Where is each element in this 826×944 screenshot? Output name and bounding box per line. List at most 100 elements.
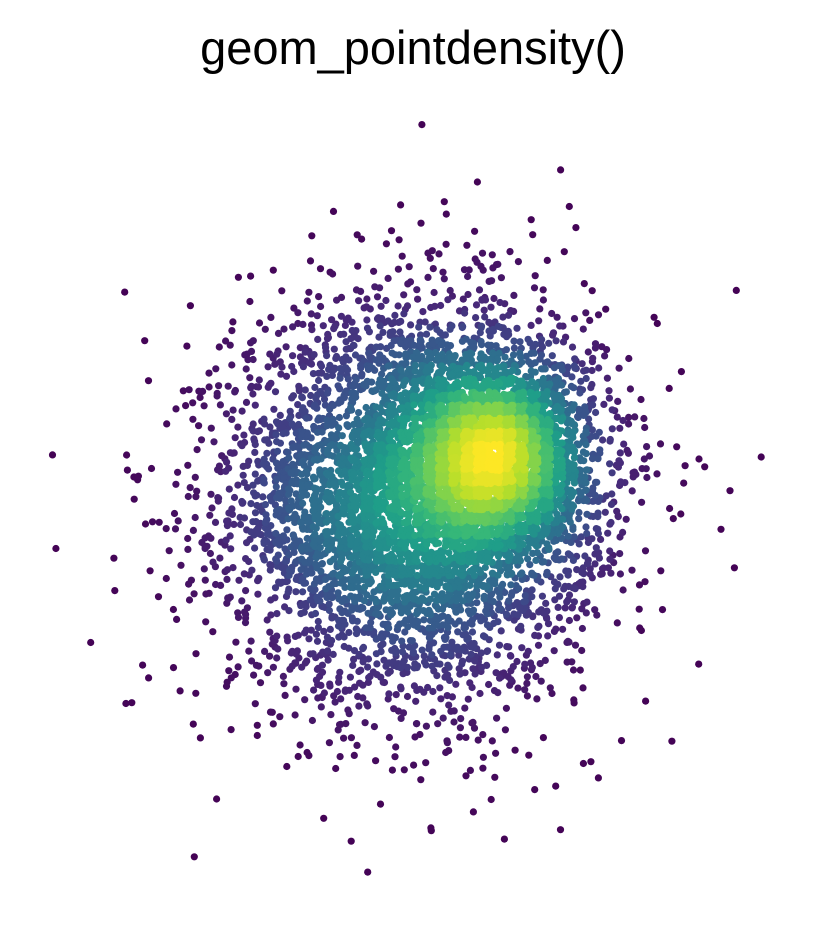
data-point (593, 611, 601, 619)
data-point (315, 369, 323, 377)
data-point (209, 558, 217, 566)
data-point (677, 510, 685, 518)
data-point (390, 571, 398, 579)
data-point (324, 471, 332, 479)
data-point (251, 509, 260, 517)
data-point (613, 413, 621, 421)
data-point (658, 606, 667, 614)
data-point (517, 353, 525, 361)
data-point (363, 295, 371, 303)
data-point (227, 545, 235, 553)
data-point (570, 533, 578, 541)
data-point (385, 733, 393, 742)
data-point (240, 514, 249, 522)
data-point (645, 452, 654, 460)
data-point (303, 431, 311, 439)
data-point (359, 643, 368, 652)
data-point (469, 808, 477, 816)
data-point (350, 655, 358, 664)
data-point (332, 764, 340, 773)
data-point (398, 637, 406, 645)
data-point (389, 377, 397, 386)
data-point (267, 561, 275, 569)
data-point (589, 395, 598, 403)
data-point (471, 227, 479, 235)
data-point (266, 423, 274, 431)
data-point (478, 249, 487, 257)
data-point (397, 340, 405, 348)
data-point (570, 315, 579, 323)
data-point (123, 466, 131, 474)
data-point (450, 718, 458, 726)
data-point (552, 555, 560, 564)
data-point (527, 321, 535, 329)
data-point (249, 390, 257, 398)
data-point (368, 457, 376, 465)
data-point (459, 379, 467, 388)
data-point (485, 318, 493, 326)
data-point (595, 554, 604, 562)
data-point (358, 235, 366, 243)
data-point (280, 680, 288, 688)
data-point (265, 465, 273, 473)
data-point (234, 273, 242, 281)
data-point (189, 415, 197, 423)
data-point (87, 638, 95, 647)
data-point (334, 399, 343, 407)
data-point (460, 623, 468, 631)
data-point (565, 591, 574, 599)
data-point (222, 337, 230, 345)
data-point (328, 371, 336, 379)
data-point (558, 381, 566, 389)
data-point (591, 491, 599, 499)
data-point (315, 376, 323, 385)
data-point (571, 364, 579, 372)
data-point (504, 327, 512, 335)
data-point (289, 352, 297, 360)
data-point (429, 687, 437, 696)
data-point (173, 615, 181, 624)
data-point (591, 560, 599, 568)
data-point (307, 626, 315, 634)
data-point (567, 382, 576, 390)
data-point (410, 538, 418, 547)
data-point (607, 500, 616, 508)
data-point (271, 594, 279, 602)
data-point (196, 393, 204, 402)
data-point (668, 737, 676, 745)
data-point (608, 469, 616, 477)
data-point (279, 672, 287, 681)
data-point (531, 786, 539, 794)
data-point (543, 568, 551, 576)
data-point (247, 272, 255, 280)
data-point (330, 325, 338, 333)
data-point (494, 542, 502, 550)
data-point (246, 297, 254, 306)
data-point (552, 337, 560, 345)
data-point (289, 531, 297, 539)
data-point (266, 708, 275, 716)
data-point (590, 497, 599, 505)
data-point (348, 326, 356, 335)
data-point (422, 661, 430, 669)
data-point (563, 658, 571, 666)
data-point (264, 383, 272, 391)
data-point (400, 455, 408, 464)
data-point (253, 501, 261, 510)
data-point (539, 734, 548, 742)
data-point (457, 606, 465, 614)
data-point (353, 445, 361, 453)
data-point (351, 381, 359, 390)
data-point (226, 593, 234, 601)
data-point (425, 401, 433, 409)
data-point (581, 552, 589, 560)
data-point (607, 569, 615, 577)
data-point (245, 647, 253, 655)
data-point (614, 397, 622, 405)
data-point (487, 795, 495, 804)
data-point (372, 386, 380, 394)
data-point (576, 389, 584, 397)
data-point (353, 231, 361, 239)
data-point (477, 350, 485, 358)
data-point (417, 219, 425, 227)
